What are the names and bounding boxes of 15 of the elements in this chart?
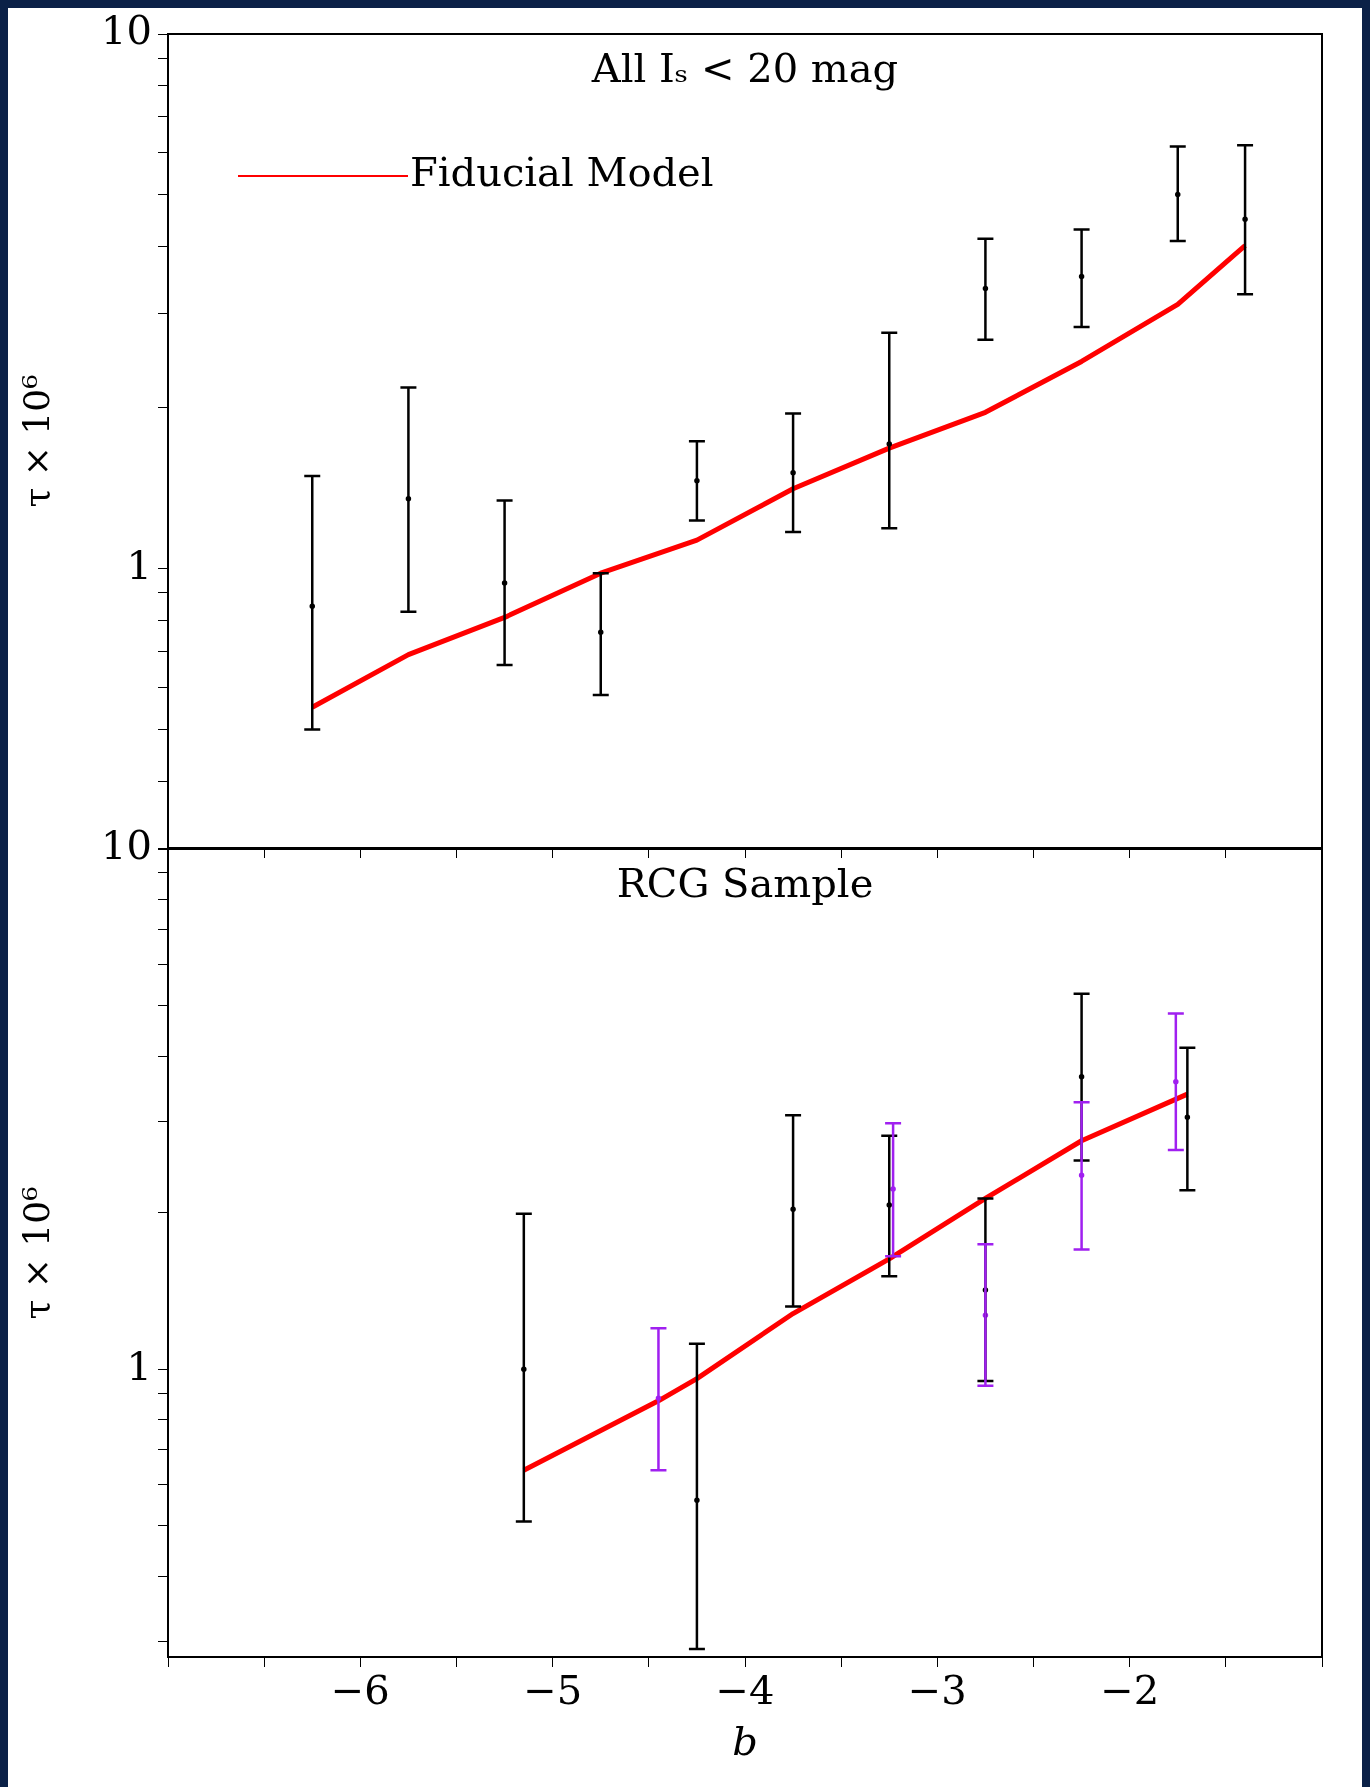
y-axis-title: τ × 10⁶ xyxy=(15,1186,57,1320)
chart-title: RCG Sample xyxy=(616,860,874,907)
x-axis-title: b xyxy=(732,1718,758,1765)
y-tick-label: 10 xyxy=(101,822,152,869)
legend-label: Fiducial Model xyxy=(410,149,714,196)
x-tick-label: −3 xyxy=(907,1667,967,1714)
x-tick-label: −6 xyxy=(330,1667,390,1714)
x-tick-label: −5 xyxy=(523,1667,583,1714)
y-tick-label: 1 xyxy=(126,1342,152,1389)
x-tick-label: −2 xyxy=(1100,1667,1160,1714)
x-tick-label: −4 xyxy=(715,1667,775,1714)
y-axis-title: τ × 10⁶ xyxy=(15,374,57,508)
y-tick-label: 10 xyxy=(101,7,152,54)
chart-title: All Iₛ < 20 mag xyxy=(590,45,899,92)
y-tick-label: 1 xyxy=(126,541,152,588)
